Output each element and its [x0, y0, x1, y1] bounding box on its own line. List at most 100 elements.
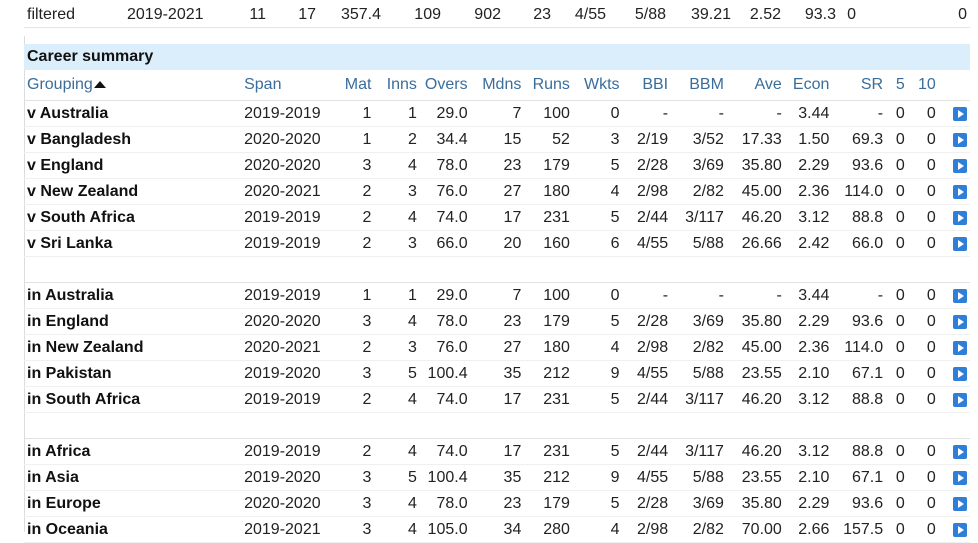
column-header-inns[interactable]: Inns	[374, 70, 420, 101]
column-header-mat[interactable]: Mat	[336, 70, 375, 101]
table-row: in Oceania 2019-2021 3 4 105.0 34 280 4 2/98 2/82…	[24, 516, 970, 543]
stat-cell: 76.0	[419, 334, 471, 361]
stat-cell: 0	[572, 282, 623, 309]
stat-cell: 0	[907, 516, 939, 543]
column-header-wkts[interactable]: Wkts	[572, 70, 623, 101]
column-header-grouping[interactable]: Grouping	[24, 70, 242, 101]
column-header-label: BBM	[689, 76, 724, 93]
stat-cell: 3	[336, 464, 375, 491]
stat-cell: 3.44	[784, 100, 833, 127]
column-header-span[interactable]: Span	[241, 70, 337, 101]
stat-cell: 4	[374, 438, 420, 465]
column-header-5[interactable]: 5	[886, 70, 908, 101]
stat-cell: 3.44	[784, 282, 833, 309]
stat-cell: 3/117	[671, 438, 727, 465]
column-header-label: Mdns	[482, 76, 522, 93]
stat-cell: 23	[470, 490, 525, 517]
stat-cell: 67.1	[832, 464, 887, 491]
stat-cell: 3	[336, 360, 375, 387]
stat-cell: 105.0	[419, 516, 471, 543]
stat-cell: 69.3	[832, 126, 887, 153]
stat-cell: 2/82	[671, 334, 727, 361]
stat-cell: 114.0	[832, 178, 887, 205]
column-header-bbi[interactable]: BBI	[622, 70, 672, 101]
table-row: in South Africa 2019-2019 2 4 74.0 17 231 5 2/44…	[24, 386, 970, 413]
play-arrow-icon[interactable]	[953, 496, 967, 511]
stat-cell: 2/44	[622, 386, 672, 413]
stat-cell: 100	[524, 100, 573, 127]
column-header-10[interactable]: 10	[907, 70, 939, 101]
stat-cell: 0	[907, 178, 939, 205]
column-header-label: Mat	[344, 76, 372, 93]
span-cell: 2019-2019	[241, 386, 337, 413]
play-arrow-icon[interactable]	[953, 522, 967, 537]
play-arrow-icon[interactable]	[953, 106, 967, 121]
sort-ascending-icon[interactable]	[93, 81, 106, 89]
filtered-cell: 0	[839, 2, 859, 28]
span-cell: 2020-2021	[241, 334, 337, 361]
stat-cell: 100	[524, 282, 573, 309]
filtered-cell: 39.21	[669, 2, 734, 28]
grouping-label: in South Africa	[24, 386, 242, 413]
span-cell: 2020-2020	[241, 126, 337, 153]
stat-cell: 2.42	[784, 230, 833, 257]
play-arrow-icon[interactable]	[953, 366, 967, 381]
stat-cell: 0	[907, 464, 939, 491]
stat-cell: -	[671, 100, 727, 127]
grouping-label: in Australia	[24, 282, 242, 309]
column-header-ave[interactable]: Ave	[726, 70, 785, 101]
stat-cell: 2/28	[622, 152, 672, 179]
play-arrow-icon[interactable]	[953, 184, 967, 199]
column-header-mdns[interactable]: Mdns	[470, 70, 525, 101]
play-arrow-icon[interactable]	[953, 470, 967, 485]
column-header-sr[interactable]: SR	[832, 70, 887, 101]
stat-cell: 2/98	[622, 516, 672, 543]
row-action-cell	[938, 334, 970, 361]
table-row: v Australia 2019-2019 1 1 29.0 7 100 0- - -3.44-0…	[24, 100, 970, 127]
group-separator	[24, 256, 970, 283]
play-arrow-icon[interactable]	[953, 158, 967, 173]
stat-cell: 2	[336, 438, 375, 465]
play-arrow-icon[interactable]	[953, 392, 967, 407]
stat-cell: 0	[886, 282, 908, 309]
play-arrow-icon[interactable]	[953, 132, 967, 147]
stat-cell: 78.0	[419, 308, 471, 335]
filtered-cell: 5/88	[609, 2, 669, 28]
grouping-label: in Oceania	[24, 516, 242, 543]
stat-cell: 212	[524, 360, 573, 387]
column-header-bbm[interactable]: BBM	[671, 70, 727, 101]
stat-cell: 2	[336, 230, 375, 257]
column-header-label: Span	[244, 76, 282, 93]
column-header-econ[interactable]: Econ	[784, 70, 833, 101]
stat-cell: 74.0	[419, 386, 471, 413]
stat-cell: 67.1	[832, 360, 887, 387]
play-arrow-icon[interactable]	[953, 314, 967, 329]
stat-cell: 0	[907, 334, 939, 361]
stat-cell: 0	[907, 360, 939, 387]
stat-cell: 3/69	[671, 308, 727, 335]
stat-cell: 1.50	[784, 126, 833, 153]
column-header-runs[interactable]: Runs	[524, 70, 573, 101]
stat-cell: 5/88	[671, 360, 727, 387]
grouping-label: in Africa	[24, 438, 242, 465]
filtered-cell: 93.3	[784, 2, 839, 28]
span-cell: 2020-2020	[241, 490, 337, 517]
play-arrow-icon[interactable]	[953, 288, 967, 303]
stat-cell: 0	[907, 438, 939, 465]
play-arrow-icon[interactable]	[953, 444, 967, 459]
stat-cell: 3/117	[671, 386, 727, 413]
play-arrow-icon[interactable]	[953, 210, 967, 225]
play-arrow-icon[interactable]	[953, 340, 967, 355]
row-action-cell	[938, 230, 970, 257]
filtered-cell: 357.4	[319, 2, 384, 28]
stat-cell: 0	[907, 490, 939, 517]
table-row: in New Zealand 2020-2021 2 3 76.0 27 180 4 2/98 2…	[24, 334, 970, 361]
stat-cell: 27	[470, 178, 525, 205]
filtered-table: filtered 2019-2021 11 17 357.4 109 902 23 4/55 5/…	[24, 2, 970, 28]
stat-cell: 0	[907, 308, 939, 335]
grouping-label: v Sri Lanka	[24, 230, 242, 257]
stat-cell: 23.55	[726, 360, 785, 387]
stat-cell: 157.5	[832, 516, 887, 543]
play-arrow-icon[interactable]	[953, 236, 967, 251]
column-header-overs[interactable]: Overs	[419, 70, 471, 101]
